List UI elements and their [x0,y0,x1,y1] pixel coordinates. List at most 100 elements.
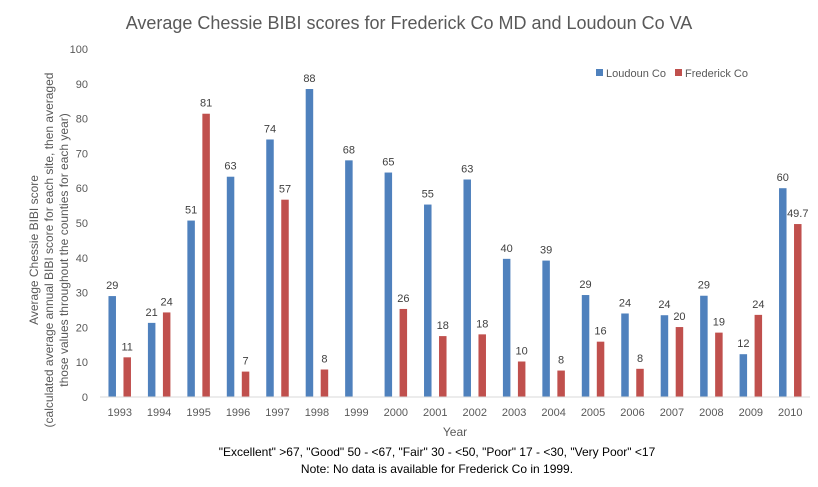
rating-scale-note: "Excellent" >67, "Good" 50 - <67, "Fair"… [219,445,656,459]
bar-loudoun-co-1996 [226,176,235,397]
x-tick-label: 1996 [226,407,250,419]
data-label: 88 [303,73,315,85]
bar-frederick-co-1993 [123,357,131,397]
data-label: 18 [437,320,449,332]
data-label: 8 [637,353,643,365]
legend-label-frederick: Frederick Co [685,68,748,80]
bar-frederick-co-2006 [636,368,644,397]
x-tick-label: 2001 [423,407,447,419]
x-tick-label: 2004 [541,407,565,419]
y-tick-label: 60 [76,183,88,195]
y-tick-label: 70 [76,148,88,160]
bar-frederick-co-2003 [517,361,526,397]
data-label: 68 [343,144,355,156]
y-tick-label: 40 [76,253,88,265]
x-tick-label: 1995 [186,407,210,419]
x-tick-label: 2007 [660,407,684,419]
x-axis-title: Year [443,425,467,439]
y-tick-label: 90 [76,79,88,91]
data-label: 74 [264,123,276,135]
bar-loudoun-co-2000 [384,172,393,397]
x-tick-label: 1997 [265,407,289,419]
data-label: 26 [397,293,409,305]
bar-loudoun-co-2004 [542,260,550,397]
data-label: 63 [224,161,236,173]
data-label: 60 [777,172,789,184]
data-label: 29 [579,279,591,291]
data-label: 19 [713,317,725,329]
bar-loudoun-co-2005 [581,295,590,397]
bar-loudoun-co-1993 [108,296,116,397]
data-label: 12 [737,338,749,350]
data-label: 11 [122,341,133,353]
data-label: 24 [752,299,764,311]
data-label: 20 [673,311,685,323]
bar-loudoun-co-1997 [266,139,274,398]
data-label: 81 [200,98,212,110]
bar-frederick-co-1996 [241,371,250,397]
bar-loudoun-co-1995 [187,220,195,397]
bar-frederick-co-2004 [557,370,565,397]
bar-loudoun-co-2001 [424,204,432,397]
bar-frederick-co-2009 [754,314,763,397]
x-tick-label: 1999 [344,407,368,419]
x-tick-label: 2000 [384,407,408,419]
data-label: 65 [382,157,394,169]
bar-loudoun-co-2010 [779,188,787,397]
bar-frederick-co-1995 [202,113,210,397]
data-label: 39 [540,245,552,257]
bar-frederick-co-2007 [675,327,684,397]
bar-loudoun-co-1998 [305,89,314,398]
chart-title: Average Chessie BIBI scores for Frederic… [126,13,693,33]
bar-frederick-co-2010 [794,224,802,397]
data-label: 57 [279,184,291,196]
data-label: 7 [242,356,248,368]
bar-loudoun-co-2009 [739,354,748,397]
data-label: 63 [461,164,473,176]
x-tick-label: 2006 [620,407,644,419]
bar-loudoun-co-2002 [463,179,471,397]
legend: Loudoun Co Frederick Co [596,68,748,80]
y-tick-label: 20 [76,322,88,334]
bar-frederick-co-1998 [320,369,329,397]
y-tick-label: 50 [76,218,88,230]
data-label: 40 [501,243,513,255]
data-label: 8 [321,354,327,366]
bar-series [108,89,802,398]
data-label: 16 [594,326,606,338]
data-label: 21 [146,307,158,319]
data-label: 24 [161,296,173,308]
bar-loudoun-co-2007 [660,315,669,397]
y-tick-label: 80 [76,114,88,126]
data-label: 18 [476,318,488,330]
bar-loudoun-co-2008 [700,295,708,397]
data-label: 29 [698,280,710,292]
x-axis-ticks: 1993 1994 1995 1996 1997 1998 1999 2000 2001 2002… [107,407,802,419]
y-axis-title-line-2: (calculated average annual BIBI score fo… [42,73,56,428]
x-tick-label: 2009 [739,407,763,419]
bar-loudoun-co-2006 [621,313,629,397]
y-axis-title-line-1: Average Chessie BIBI score [27,175,41,325]
x-tick-label: 1998 [305,407,329,419]
missing-data-note: Note: No data is available for Frederick… [301,462,573,476]
bar-frederick-co-1997 [281,199,289,397]
x-tick-label: 2003 [502,407,526,419]
bar-frederick-co-2000 [399,308,408,397]
y-axis-ticks: 0 10 20 30 40 50 60 70 80 90 100 [70,44,88,404]
y-axis-title-line-3: those values throughout the counties for… [57,113,71,387]
data-label: 55 [422,189,434,201]
data-label: 24 [619,297,631,309]
legend-swatch-loudoun [596,69,603,76]
x-tick-label: 2010 [778,407,802,419]
y-tick-label: 0 [82,392,88,404]
x-tick-label: 2002 [462,407,486,419]
bar-frederick-co-2008 [715,332,723,397]
data-label: 51 [185,205,197,217]
bar-frederick-co-2002 [478,334,486,397]
y-tick-label: 100 [70,44,88,56]
bar-loudoun-co-1999 [345,160,353,397]
legend-swatch-frederick [675,69,682,76]
